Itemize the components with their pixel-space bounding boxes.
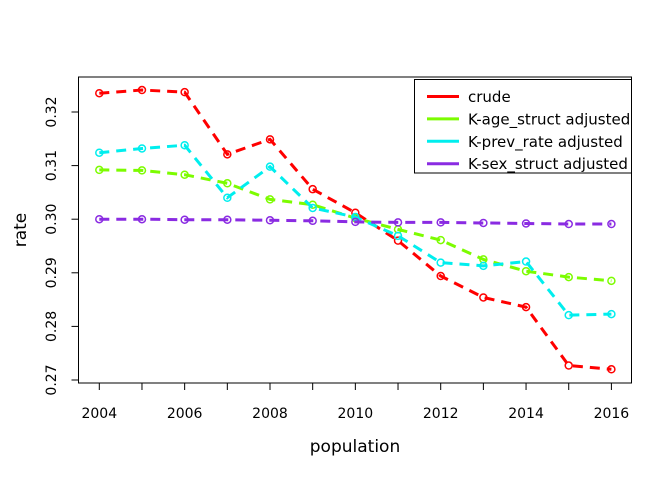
data-point-marker <box>521 219 531 228</box>
y-tick-label: 0.30 <box>44 204 60 235</box>
data-point-marker <box>479 293 488 302</box>
data-point-marker <box>479 218 488 228</box>
y-tick-label: 0.32 <box>44 96 60 127</box>
data-point-marker <box>351 217 360 227</box>
legend-label: K-age_struct adjusted <box>468 110 630 129</box>
data-point-marker <box>137 166 147 175</box>
x-tick-label: 2012 <box>423 406 459 422</box>
data-point-marker <box>607 309 616 319</box>
data-point-marker <box>564 272 573 282</box>
data-point-marker <box>265 216 275 225</box>
y-tick-label: 0.27 <box>44 364 60 395</box>
y-axis-title: rate <box>11 213 31 248</box>
data-point-marker <box>436 258 445 267</box>
series-k-prev-rate-adjusted <box>95 140 616 320</box>
data-point-marker <box>137 214 147 224</box>
data-point-marker <box>436 235 445 245</box>
data-point-marker <box>95 214 104 224</box>
y-tick-label: 0.29 <box>44 257 60 288</box>
data-point-marker <box>308 203 317 213</box>
series-line-k-prev-rate-adjusted <box>99 143 612 317</box>
y-tick-label: 0.28 <box>44 311 60 342</box>
legend-item-k-sex-struct-adjusted: K-sex_struct adjusted <box>427 155 628 174</box>
x-tick-label: 2010 <box>338 406 374 422</box>
data-point-marker <box>521 266 531 276</box>
data-point-marker <box>223 215 232 224</box>
data-point-marker <box>223 179 232 188</box>
legend-item-k-age-struct-adjusted: K-age_struct adjusted <box>427 110 630 129</box>
data-point-marker <box>180 87 189 97</box>
data-point-marker <box>436 218 445 227</box>
data-point-marker <box>308 184 317 194</box>
legend-item-k-prev-rate-adjusted: K-prev_rate adjusted <box>427 133 623 152</box>
data-point-marker <box>564 361 573 370</box>
legend-label: K-sex_struct adjusted <box>468 155 628 174</box>
data-point-marker <box>393 236 403 245</box>
data-point-marker <box>180 170 189 179</box>
data-point-marker <box>95 88 104 98</box>
data-point-marker <box>137 85 147 95</box>
data-point-marker <box>521 302 531 312</box>
x-tick-label: 2016 <box>594 406 630 422</box>
legend: crude K-age_struct adjusted K-prev_rate ad… <box>414 79 632 174</box>
x-tick-label: 2014 <box>508 406 544 422</box>
data-point-marker <box>180 215 189 224</box>
x-tick-label: 2008 <box>252 406 288 422</box>
series-k-sex-struct-adjusted <box>95 214 616 229</box>
data-point-marker <box>265 135 275 144</box>
data-point-marker <box>607 365 616 374</box>
data-point-marker <box>265 162 275 171</box>
series-line-k-sex-struct-adjusted <box>99 217 612 226</box>
axes: 2004 2006 2008 2010 2012 2014 2016 0.27 0.28 0.29… <box>44 76 632 422</box>
data-point-marker <box>607 219 616 229</box>
y-tick-label: 0.31 <box>44 150 60 181</box>
series-line-crude <box>99 88 612 371</box>
data-point-marker <box>265 195 275 204</box>
legend-item-crude: crude <box>427 88 511 106</box>
data-point-marker <box>137 144 147 153</box>
data-series <box>95 85 616 374</box>
data-point-marker <box>223 150 232 159</box>
data-point-marker <box>223 193 232 203</box>
data-point-marker <box>564 310 573 320</box>
data-point-marker <box>521 257 531 266</box>
x-axis-title: population <box>310 437 400 457</box>
data-point-marker <box>180 140 189 150</box>
data-point-marker <box>95 148 104 157</box>
data-point-marker <box>95 165 104 175</box>
legend-label: crude <box>468 88 511 106</box>
x-tick-label: 2006 <box>167 406 203 422</box>
data-point-marker <box>564 219 573 229</box>
data-point-marker <box>393 218 403 227</box>
data-point-marker <box>393 231 403 241</box>
legend-label: K-prev_rate adjusted <box>468 133 623 152</box>
data-point-marker <box>479 261 488 271</box>
series-crude <box>95 85 616 374</box>
data-point-marker <box>436 271 445 281</box>
data-point-marker <box>308 216 317 226</box>
x-tick-label: 2004 <box>81 406 117 422</box>
data-point-marker <box>607 276 616 286</box>
